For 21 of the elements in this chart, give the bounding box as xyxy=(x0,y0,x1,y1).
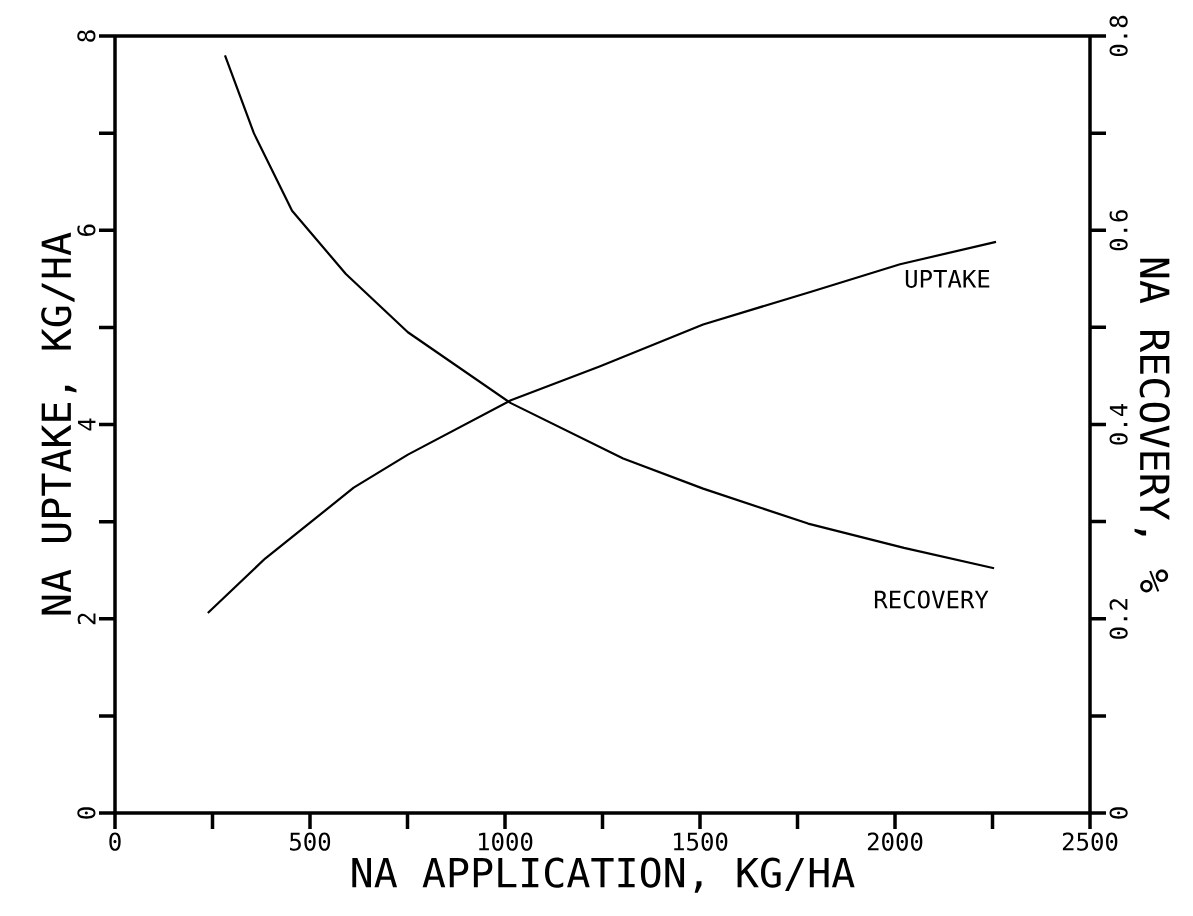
x-tick-label: 500 xyxy=(290,832,331,851)
y2-tick-label: 0.4 xyxy=(1109,403,1128,445)
x-tick-label: 0 xyxy=(109,832,121,851)
y2-axis-title: NA RECOVERY, % xyxy=(1134,258,1170,593)
y-tick-label: 6 xyxy=(77,224,96,236)
x-tick-label: 1000 xyxy=(478,832,533,851)
y-tick-label: 2 xyxy=(77,613,96,625)
y2-tick-label: 0.6 xyxy=(1109,210,1128,251)
series-label: RECOVERY xyxy=(874,590,989,609)
y2-tick-label: 0 xyxy=(1109,807,1128,819)
x-tick-label: 1500 xyxy=(673,832,728,851)
y-tick-label: 4 xyxy=(77,418,96,431)
x-tick-label: 2500 xyxy=(1062,832,1118,851)
y-tick-label: 8 xyxy=(77,30,96,42)
x-tick-label: 2000 xyxy=(867,832,923,851)
y-axis-title: NA UPTAKE, KG/HA xyxy=(41,232,77,615)
y2-tick-label: 0.8 xyxy=(1109,15,1128,57)
series-label: UPTAKE xyxy=(905,270,990,288)
x-axis-title: NA APPLICATION, KG/HA xyxy=(352,857,855,893)
y2-tick-label: 0.2 xyxy=(1109,599,1128,639)
y-tick-label: 0 xyxy=(77,807,96,819)
